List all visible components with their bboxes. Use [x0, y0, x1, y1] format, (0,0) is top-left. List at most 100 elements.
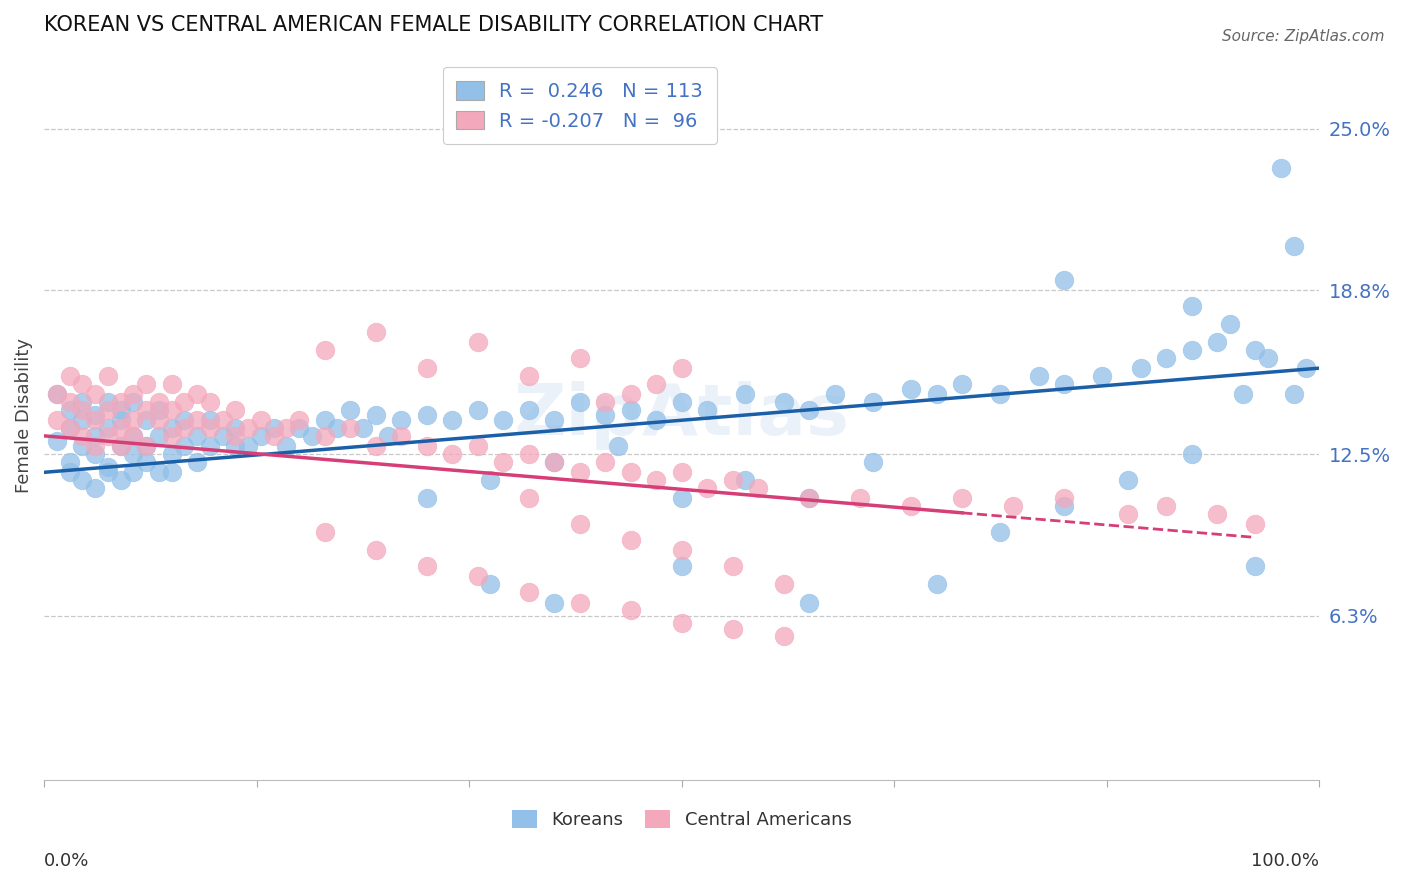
Point	[950, 491, 973, 506]
Point	[122, 395, 145, 409]
Point	[110, 402, 132, 417]
Point	[1053, 272, 1076, 286]
Point	[543, 595, 565, 609]
Text: Source: ZipAtlas.com: Source: ZipAtlas.com	[1222, 29, 1385, 44]
Y-axis label: Female Disability: Female Disability	[15, 337, 32, 492]
Point	[314, 343, 336, 357]
Point	[1181, 299, 1204, 313]
Point	[467, 335, 489, 350]
Point	[900, 499, 922, 513]
Point	[1053, 491, 1076, 506]
Point	[59, 421, 82, 435]
Point	[211, 413, 233, 427]
Point	[135, 376, 157, 391]
Point	[84, 413, 107, 427]
Point	[1154, 351, 1177, 365]
Point	[84, 387, 107, 401]
Point	[645, 413, 668, 427]
Point	[415, 559, 437, 574]
Point	[671, 361, 693, 376]
Point	[1282, 239, 1305, 253]
Point	[1091, 368, 1114, 383]
Point	[797, 491, 820, 506]
Point	[543, 455, 565, 469]
Point	[415, 361, 437, 376]
Point	[135, 439, 157, 453]
Point	[135, 439, 157, 453]
Text: 100.0%: 100.0%	[1251, 852, 1319, 870]
Point	[173, 395, 195, 409]
Point	[568, 395, 591, 409]
Point	[135, 455, 157, 469]
Point	[122, 387, 145, 401]
Point	[1053, 499, 1076, 513]
Point	[441, 413, 464, 427]
Point	[263, 421, 285, 435]
Point	[990, 387, 1012, 401]
Point	[186, 455, 208, 469]
Point	[236, 439, 259, 453]
Point	[606, 439, 628, 453]
Point	[862, 395, 884, 409]
Point	[122, 466, 145, 480]
Point	[721, 622, 744, 636]
Point	[45, 413, 67, 427]
Point	[364, 439, 387, 453]
Text: 0.0%: 0.0%	[44, 852, 90, 870]
Point	[467, 439, 489, 453]
Text: ZipAtlas: ZipAtlas	[513, 381, 849, 450]
Point	[900, 382, 922, 396]
Point	[620, 533, 643, 547]
Point	[110, 413, 132, 427]
Point	[59, 395, 82, 409]
Point	[772, 395, 794, 409]
Point	[1244, 559, 1267, 574]
Point	[122, 429, 145, 443]
Point	[389, 429, 412, 443]
Point	[72, 473, 94, 487]
Point	[620, 387, 643, 401]
Point	[198, 439, 221, 453]
Point	[211, 429, 233, 443]
Point	[160, 466, 183, 480]
Point	[1053, 376, 1076, 391]
Point	[250, 429, 273, 443]
Point	[122, 429, 145, 443]
Point	[721, 473, 744, 487]
Point	[84, 481, 107, 495]
Point	[620, 603, 643, 617]
Text: KOREAN VS CENTRAL AMERICAN FEMALE DISABILITY CORRELATION CHART: KOREAN VS CENTRAL AMERICAN FEMALE DISABI…	[44, 15, 824, 35]
Point	[797, 491, 820, 506]
Point	[1028, 368, 1050, 383]
Point	[950, 376, 973, 391]
Point	[1219, 317, 1241, 331]
Point	[467, 402, 489, 417]
Point	[97, 395, 120, 409]
Point	[620, 466, 643, 480]
Point	[1116, 473, 1139, 487]
Point	[1270, 161, 1292, 175]
Point	[97, 429, 120, 443]
Point	[467, 569, 489, 583]
Point	[415, 491, 437, 506]
Point	[492, 455, 515, 469]
Point	[110, 421, 132, 435]
Point	[339, 421, 361, 435]
Point	[734, 387, 756, 401]
Point	[160, 429, 183, 443]
Point	[59, 368, 82, 383]
Point	[568, 595, 591, 609]
Point	[492, 413, 515, 427]
Point	[1295, 361, 1317, 376]
Point	[696, 481, 718, 495]
Point	[186, 413, 208, 427]
Point	[352, 421, 374, 435]
Point	[415, 439, 437, 453]
Point	[925, 387, 948, 401]
Point	[160, 376, 183, 391]
Point	[1206, 335, 1229, 350]
Point	[110, 439, 132, 453]
Point	[1181, 343, 1204, 357]
Point	[314, 429, 336, 443]
Point	[734, 473, 756, 487]
